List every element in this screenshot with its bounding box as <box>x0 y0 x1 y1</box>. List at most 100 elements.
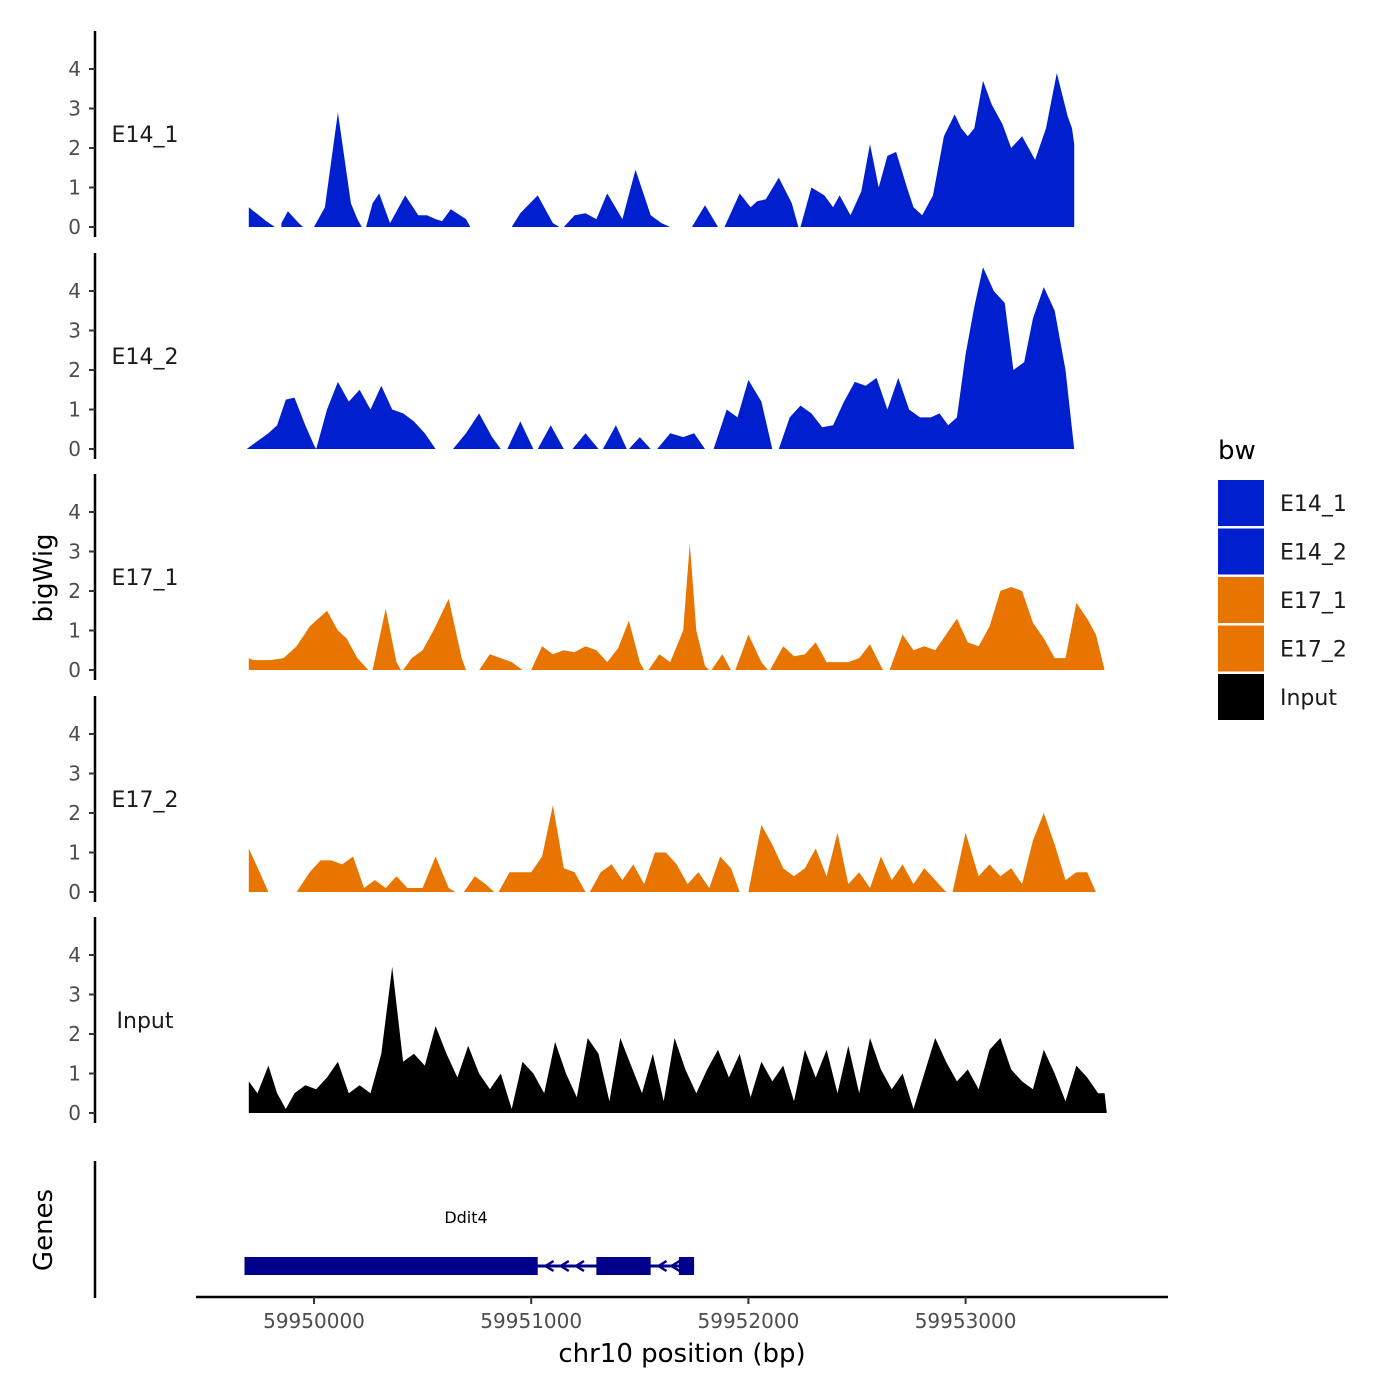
track-E14_1: 0 1 2 3 4 E14_1 <box>68 31 1075 239</box>
y-tick-label: 3 <box>68 983 81 1007</box>
area-E14_1 <box>691 205 718 227</box>
y-tick-label: 3 <box>68 319 81 343</box>
legend-label: Input <box>1280 686 1337 711</box>
area-E17_2 <box>748 824 947 892</box>
area-E14_2 <box>778 267 1075 449</box>
area-E17_1 <box>735 634 768 670</box>
area-E14_2 <box>453 413 501 449</box>
y-tick-label: 4 <box>68 500 81 524</box>
legend: bw E14_1 E14_2 E17_1 E17_2 Input <box>1218 436 1347 720</box>
area-E17_1 <box>479 654 523 670</box>
legend-title: bw <box>1218 436 1256 466</box>
y-tick-label: 1 <box>68 398 81 422</box>
legend-label: E17_2 <box>1280 638 1347 663</box>
area-E14_1 <box>281 211 304 227</box>
y-tick-label: 4 <box>68 943 81 967</box>
track-E17_1: 0 1 2 3 4 E17_1 <box>68 474 1105 682</box>
legend-label: E14_2 <box>1280 541 1347 566</box>
y-tick-label: 2 <box>68 801 81 825</box>
genes-title: Genes <box>29 1189 59 1271</box>
y-tick-label: 1 <box>68 841 81 865</box>
y-tick-label: 2 <box>68 358 81 382</box>
legend-swatch <box>1218 528 1264 575</box>
area-E14_2 <box>537 425 564 449</box>
legend-swatch <box>1218 625 1264 672</box>
y-tick-label: 0 <box>68 215 81 239</box>
area-E17_1 <box>711 654 731 670</box>
legend-label: E14_1 <box>1280 492 1347 517</box>
y-tick-label: 0 <box>68 880 81 904</box>
area-E17_1 <box>372 608 401 670</box>
legend-swatch <box>1218 480 1264 526</box>
track-Input: 0 1 2 3 4 Input <box>68 917 1107 1125</box>
y-tick-label: 2 <box>68 136 81 160</box>
x-axis: 59950000 59951000 59952000 59953000 <box>196 1295 1168 1333</box>
y-tick-label: 0 <box>68 1101 81 1125</box>
legend-label: E17_1 <box>1280 589 1347 614</box>
area-E14_2 <box>246 397 317 449</box>
area-E17_2 <box>498 805 586 892</box>
track-label: Input <box>117 1009 174 1034</box>
area-E17_2 <box>248 848 269 892</box>
area-E14_1 <box>724 177 799 227</box>
y-axis-title: bigWig <box>29 533 59 622</box>
area-E17_1 <box>403 598 466 670</box>
track-label: E17_2 <box>112 788 179 813</box>
track-E17_2: 0 1 2 3 4 E17_2 <box>68 696 1096 904</box>
track-label: E17_1 <box>112 566 179 591</box>
y-tick-label: 3 <box>68 540 81 564</box>
y-tick-label: 3 <box>68 762 81 786</box>
area-E14_2 <box>602 425 627 449</box>
x-tick-label: 59950000 <box>263 1309 365 1333</box>
strand-arrow-icon <box>558 1259 570 1273</box>
y-tick-label: 1 <box>68 1062 81 1086</box>
strand-arrow-icon <box>656 1259 668 1273</box>
strand-arrow-icon <box>669 1259 681 1273</box>
area-E17_2 <box>589 852 740 892</box>
gene-label: Ddit4 <box>444 1208 487 1227</box>
y-tick-label: 0 <box>68 658 81 682</box>
area-E14_2 <box>628 437 651 449</box>
y-tick-label: 0 <box>68 437 81 461</box>
x-tick-label: 59953000 <box>915 1309 1017 1333</box>
y-tick-label: 4 <box>68 57 81 81</box>
gene-exon <box>596 1257 651 1275</box>
strand-arrow-icon <box>573 1259 585 1273</box>
area-E17_1 <box>248 610 369 670</box>
area-E14_2 <box>316 381 436 449</box>
tracks-group: 0 1 2 3 4 E14_1 0 1 2 3 4 E14_2 0 1 2 3 4 E17_1 0 1 2 3 4 E17_2… <box>68 31 1107 1125</box>
area-E14_2 <box>572 433 599 449</box>
area-E14_1 <box>366 193 471 227</box>
area-E17_2 <box>952 813 1096 892</box>
area-E14_1 <box>563 169 671 227</box>
x-axis-title: chr10 position (bp) <box>558 1339 805 1369</box>
area-E17_2 <box>296 856 456 892</box>
y-tick-label: 3 <box>68 97 81 121</box>
y-tick-label: 1 <box>68 176 81 200</box>
gene-exon <box>678 1257 695 1275</box>
genes-track: Genes Ddit4 <box>29 1161 695 1298</box>
strand-arrow-icon <box>543 1259 555 1273</box>
area-E17_2 <box>463 876 495 892</box>
x-tick-label: 59951000 <box>480 1309 582 1333</box>
legend-swatch <box>1218 577 1264 623</box>
track-label: E14_1 <box>112 123 179 148</box>
area-E14_1 <box>511 195 560 227</box>
area-E17_1 <box>770 642 884 670</box>
gene-exon <box>244 1257 538 1275</box>
area-E14_1 <box>800 73 1075 227</box>
area-E14_2 <box>507 421 534 449</box>
area-Input <box>248 966 1107 1113</box>
y-tick-label: 2 <box>68 1022 81 1046</box>
area-E14_1 <box>248 207 275 227</box>
area-E17_1 <box>648 543 710 670</box>
legend-swatch <box>1218 674 1264 720</box>
area-E14_2 <box>713 379 773 449</box>
y-tick-label: 1 <box>68 619 81 643</box>
area-E14_1 <box>314 112 362 227</box>
area-E17_1 <box>531 620 645 670</box>
x-tick-label: 59952000 <box>698 1309 800 1333</box>
area-E14_2 <box>657 433 705 449</box>
y-tick-label: 4 <box>68 279 81 303</box>
